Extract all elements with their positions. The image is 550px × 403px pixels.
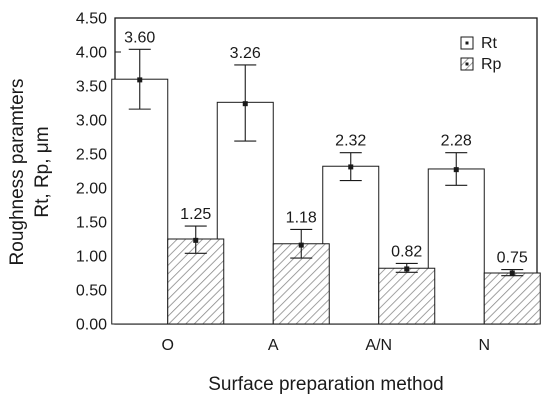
mean-marker-rp bbox=[404, 266, 410, 272]
y-axis: 0.00 0.50 1.00 1.50 2.00 2.50 3.00 3.50 4.00 4.50 bbox=[76, 11, 121, 334]
bar-rt bbox=[427, 168, 485, 325]
x-axis-title: Surface preparation method bbox=[208, 374, 444, 395]
y-tick-label: 0.00 bbox=[76, 317, 107, 334]
data-label-rt: 2.28 bbox=[441, 133, 472, 150]
data-label-rp: 1.25 bbox=[180, 206, 211, 223]
y-axis-title-line-2: Rt, Rp, μm bbox=[32, 126, 53, 217]
mean-marker-rt bbox=[453, 167, 459, 173]
y-tick-label: 2.00 bbox=[76, 181, 107, 198]
y-tick-label: 2.50 bbox=[76, 147, 107, 164]
mean-marker-rt bbox=[137, 77, 143, 83]
data-label-rt: 3.26 bbox=[230, 45, 261, 62]
data-label-rp: 0.82 bbox=[391, 243, 422, 260]
x-tick-label: O bbox=[162, 337, 174, 354]
y-tick-label: 1.00 bbox=[76, 249, 107, 266]
x-tick-label: N bbox=[478, 337, 490, 354]
bar-rp bbox=[483, 272, 541, 325]
y-tick-label: 3.50 bbox=[76, 79, 107, 96]
y-tick-label: 4.00 bbox=[76, 45, 107, 62]
y-tick-label: 0.50 bbox=[76, 283, 107, 300]
data-label-rt: 3.60 bbox=[124, 29, 155, 46]
bar-rt bbox=[111, 78, 169, 325]
bars bbox=[111, 78, 541, 325]
legend-marker-rt bbox=[465, 41, 469, 45]
bar-rt bbox=[322, 165, 380, 325]
y-axis-title-line-1: Roughness paramters bbox=[7, 79, 28, 266]
mean-marker-rt bbox=[242, 101, 248, 107]
y-tick-label: 1.50 bbox=[76, 215, 107, 232]
mean-marker-rp bbox=[298, 242, 304, 248]
legend-label-rp: Rp bbox=[481, 56, 502, 73]
data-label-rp: 0.75 bbox=[497, 250, 528, 267]
y-tick-label: 4.50 bbox=[76, 11, 107, 28]
x-tick-label: A/N bbox=[365, 337, 392, 354]
data-label-rt: 2.32 bbox=[335, 133, 366, 150]
legend-marker-rp bbox=[465, 62, 469, 66]
data-label-rp: 1.18 bbox=[286, 209, 317, 226]
legend-label-rt: Rt bbox=[481, 35, 498, 52]
x-tick-label: A bbox=[268, 337, 279, 354]
mean-marker-rp bbox=[509, 270, 515, 276]
bar-rp bbox=[378, 267, 436, 325]
legend: Rt Rp bbox=[460, 35, 502, 73]
mean-marker-rp bbox=[193, 237, 199, 243]
mean-marker-rt bbox=[348, 164, 354, 170]
x-axis: O A A/N N bbox=[162, 318, 490, 354]
error-bars bbox=[128, 48, 524, 277]
y-tick-label: 3.00 bbox=[76, 113, 107, 130]
data-labels: 3.60 3.26 2.32 2.28 1.25 1.18 0.82 0.75 bbox=[124, 29, 528, 266]
